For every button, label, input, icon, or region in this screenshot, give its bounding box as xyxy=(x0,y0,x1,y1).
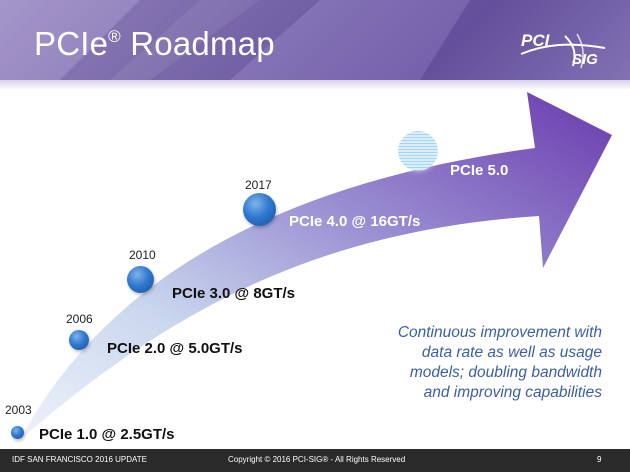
caption-line: Continuous improvement with xyxy=(397,324,602,341)
caption-line: data rate as well as usage xyxy=(421,344,602,361)
milestone-label-pcie-5: PCIe 5.0 xyxy=(450,162,509,179)
header-bar: PCIe® Roadmap PCI SIG xyxy=(0,0,630,80)
logo-swoosh-icon xyxy=(520,33,606,69)
header-background-pattern xyxy=(0,0,630,80)
roadmap-caption: Continuous improvement with data rate as… xyxy=(352,323,602,403)
milestone-dot-pcie-3 xyxy=(127,266,154,293)
milestone-year-2003: 2003 xyxy=(5,403,32,417)
pci-sig-logo: PCI SIG xyxy=(515,30,610,72)
footer-bar: IDF SAN FRANCISCO 2016 UPDATE Copyright … xyxy=(0,449,630,472)
slide-title: PCIe® Roadmap xyxy=(34,25,275,63)
logo-subtext: SIG xyxy=(572,51,598,68)
milestone-dot-pcie-1 xyxy=(11,426,24,439)
registered-mark: ® xyxy=(108,27,121,46)
milestone-year-2010: 2010 xyxy=(129,248,156,262)
footer-event-name: IDF SAN FRANCISCO 2016 UPDATE xyxy=(12,455,147,464)
title-rest: Roadmap xyxy=(120,25,275,62)
milestone-year-2006: 2006 xyxy=(66,312,93,326)
page-number: 9 xyxy=(597,455,602,464)
footer-copyright: Copyright © 2016 PCI-SIG® - All Rights R… xyxy=(228,455,406,464)
milestone-dot-pcie-5 xyxy=(398,131,438,171)
title-text: PCIe xyxy=(34,25,109,62)
milestone-year-2017: 2017 xyxy=(245,178,272,192)
milestone-dot-pcie-2 xyxy=(69,330,89,350)
milestone-label-pcie-3: PCIe 3.0 @ 8GT/s xyxy=(172,285,296,302)
caption-line: and improving capabilities xyxy=(423,384,602,401)
logo-text: PCI xyxy=(521,31,550,50)
milestone-dot-pcie-4 xyxy=(243,193,276,226)
milestone-label-pcie-2: PCIe 2.0 @ 5.0GT/s xyxy=(107,340,243,357)
header-shadow xyxy=(0,80,630,90)
milestone-label-pcie-1: PCIe 1.0 @ 2.5GT/s xyxy=(39,426,175,443)
caption-line: models; doubling bandwidth xyxy=(409,364,602,381)
milestone-label-pcie-4: PCIe 4.0 @ 16GT/s xyxy=(289,213,421,230)
